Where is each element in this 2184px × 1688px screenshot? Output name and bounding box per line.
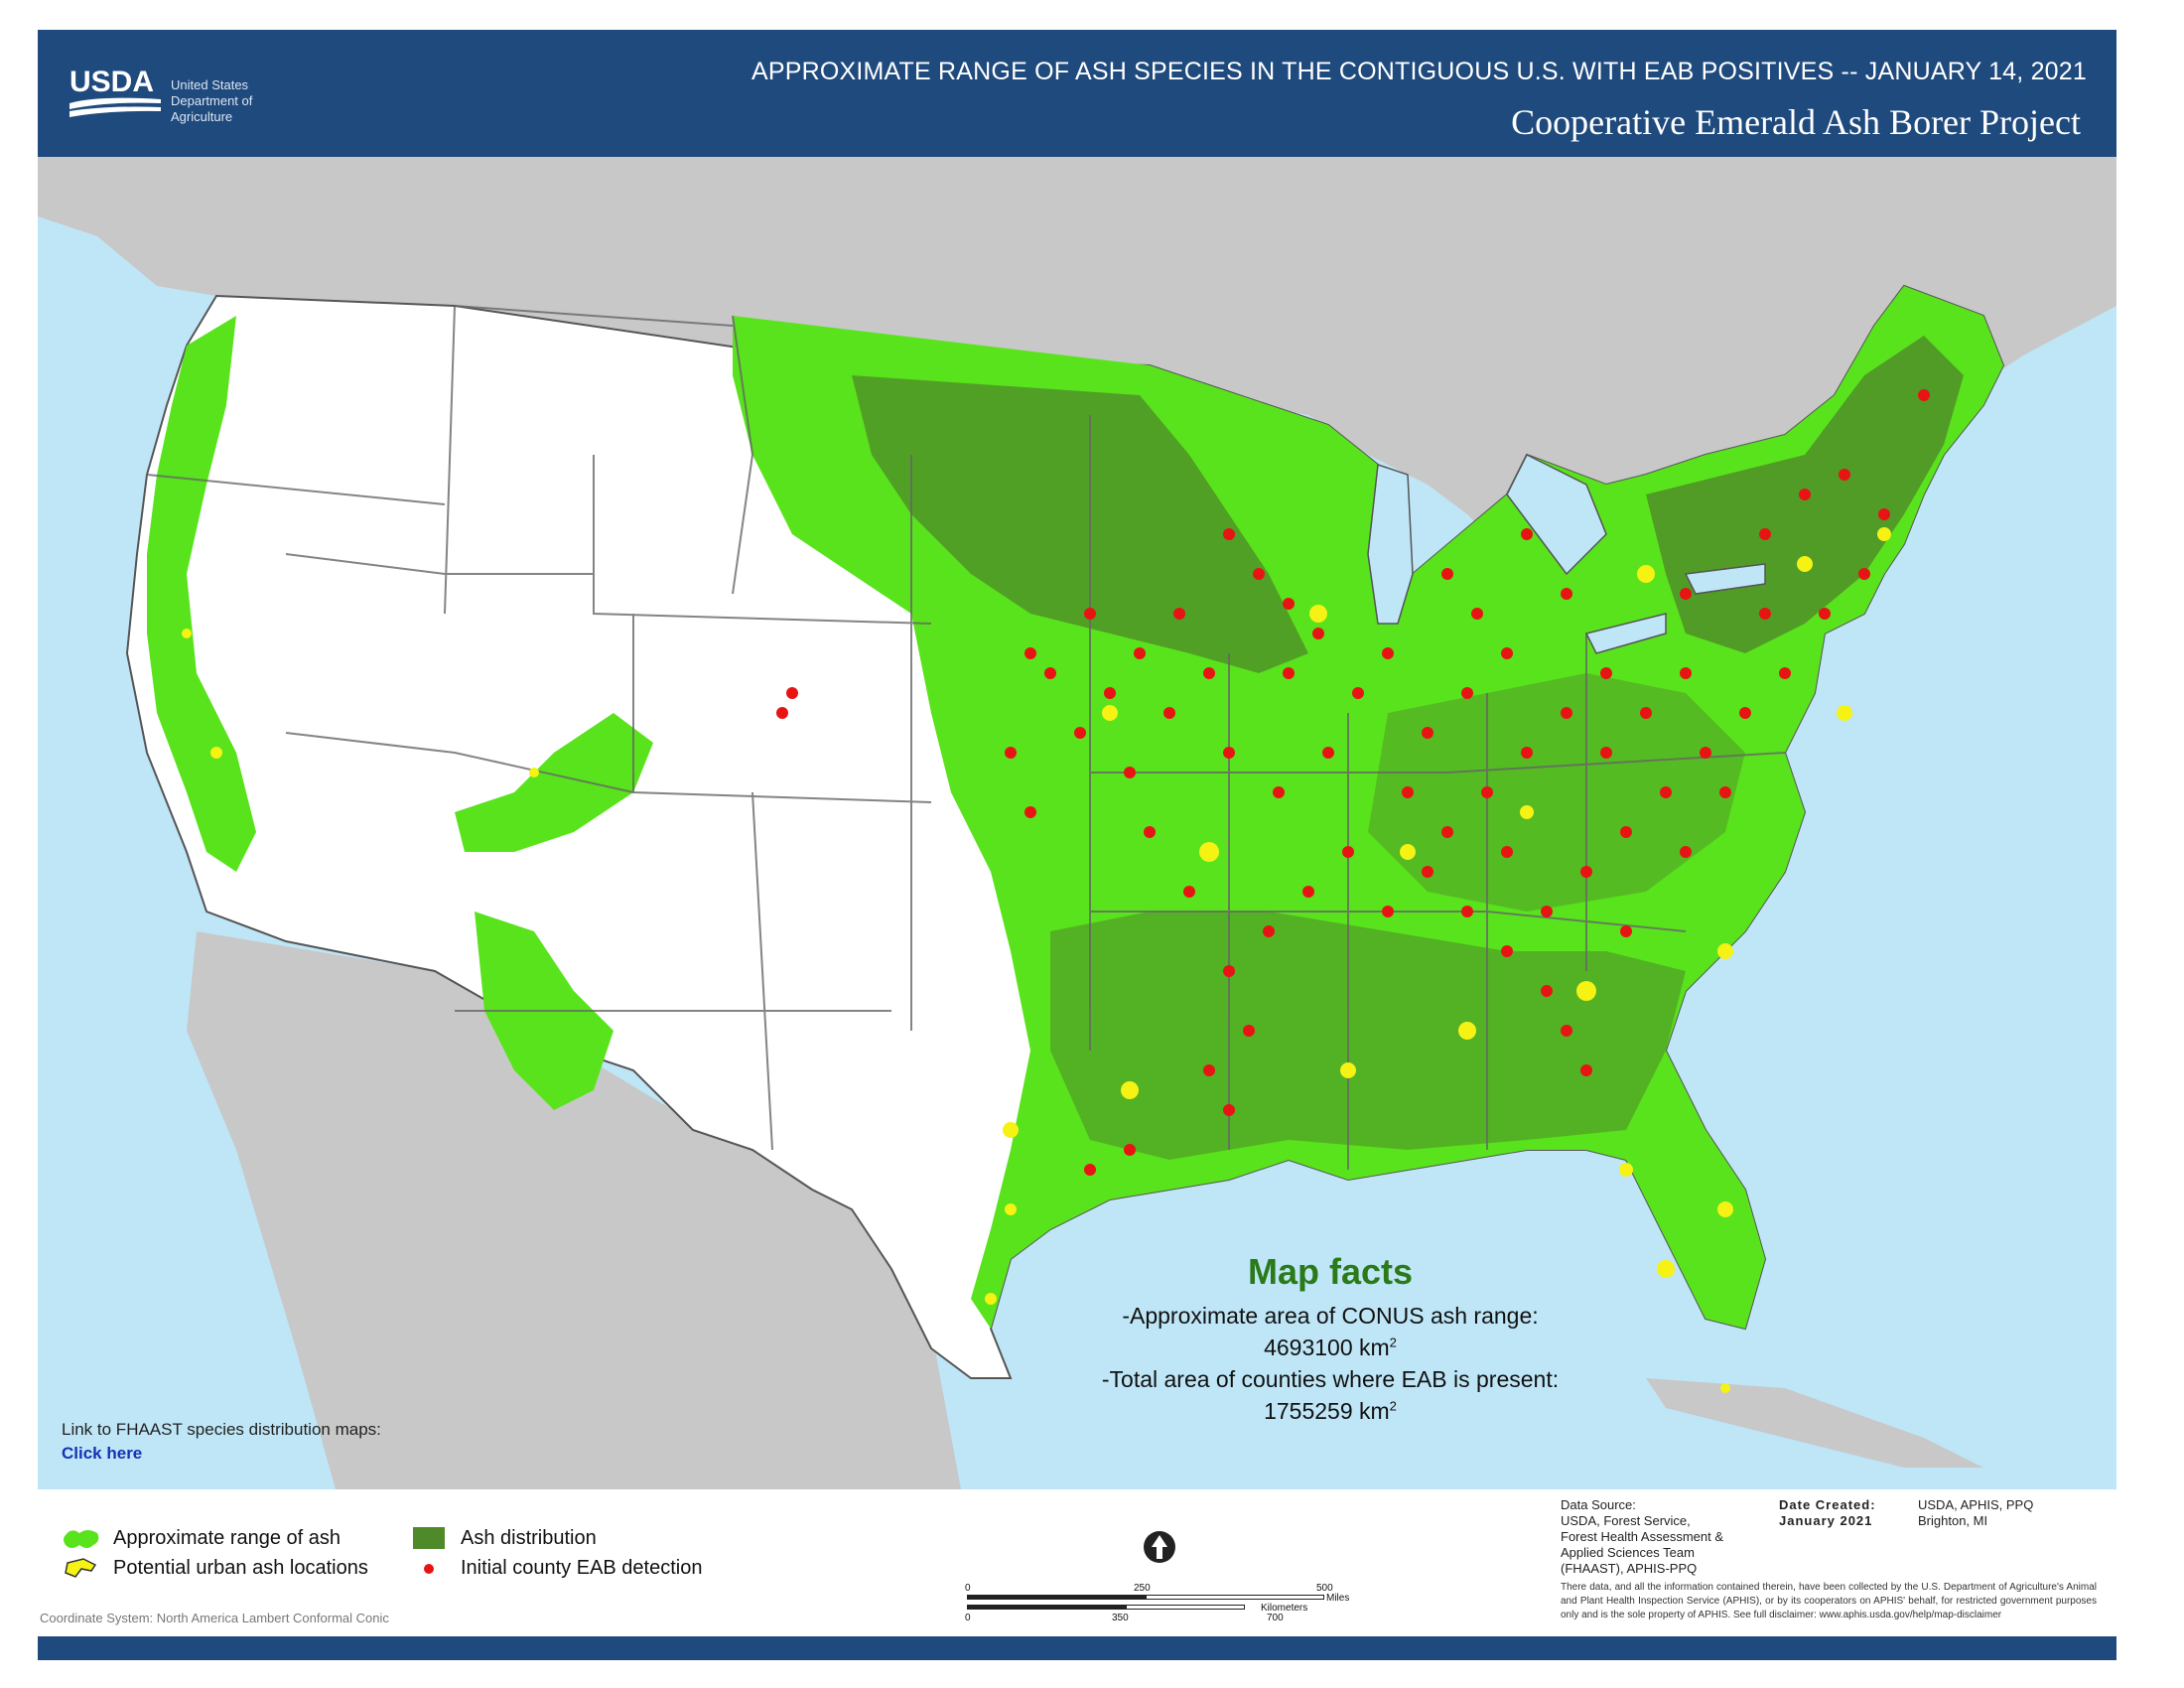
canada-land xyxy=(38,157,2116,574)
ash-dist-south xyxy=(1050,912,1686,1160)
urban-swatch xyxy=(65,1558,97,1578)
source-heading: Data Source: xyxy=(1561,1497,1636,1512)
ash-dist-mid xyxy=(1368,673,1745,912)
date-heading: Date Created: xyxy=(1779,1497,1876,1512)
mile-tick-250: 250 xyxy=(1134,1583,1151,1594)
fhaast-link-label: Link to FHAAST species distribution maps… xyxy=(62,1420,381,1439)
agency-line-2: Department of xyxy=(171,93,253,108)
producer: USDA, APHIS, PPQ Brighton, MI xyxy=(1918,1497,2033,1529)
source-line-4: (FHAAST), APHIS-PPQ xyxy=(1561,1561,1698,1576)
coordinate-system: Coordinate System: North America Lambert… xyxy=(40,1611,389,1625)
eab-detections xyxy=(776,389,1930,1176)
date-value: January 2021 xyxy=(1779,1513,1873,1528)
legend-urban: Potential urban ash locations xyxy=(113,1557,368,1579)
agency-line-1: United States xyxy=(171,77,249,92)
mexico-land xyxy=(187,931,961,1489)
ash-range-utah xyxy=(455,713,653,852)
agency-line-3: Agriculture xyxy=(171,109,233,124)
facts-value-2-sup: 2 xyxy=(1389,1398,1397,1414)
urban-ash-locations xyxy=(182,527,1891,1393)
facts-line-2: -Total area of counties where EAB is pre… xyxy=(1101,1366,1560,1392)
state-boundaries xyxy=(146,305,1786,1170)
facts-value-2: 1755259 km2 xyxy=(1032,1398,1628,1425)
cuba-land xyxy=(1646,1378,1983,1468)
footer-bar xyxy=(38,1636,2116,1660)
km-label: Kilometers xyxy=(1261,1603,1308,1614)
km-tick-700: 700 xyxy=(1267,1613,1284,1623)
facts-value-1-sup: 2 xyxy=(1389,1335,1397,1350)
source-line-3: Applied Sciences Team xyxy=(1561,1545,1695,1560)
map-subtitle: Cooperative Emerald Ash Borer Project xyxy=(1511,102,2081,142)
range-swatch xyxy=(64,1530,99,1548)
svg-text:USDA: USDA xyxy=(69,66,154,98)
legend-distribution: Ash distribution xyxy=(461,1527,597,1549)
facts-value-1-text: 4693100 km xyxy=(1264,1335,1390,1360)
ash-dist-north xyxy=(852,375,1308,673)
mile-tick-0: 0 xyxy=(965,1583,971,1594)
source-line-1: USDA, Forest Service, xyxy=(1561,1513,1691,1528)
north-arrow-icon xyxy=(1144,1531,1175,1563)
agency-name: United States Department of Agriculture xyxy=(171,77,252,125)
ash-range-pacific xyxy=(147,316,256,872)
facts-line-1: -Approximate area of CONUS ash range: xyxy=(1122,1303,1539,1329)
data-source: Data Source: USDA, Forest Service, Fores… xyxy=(1561,1497,1723,1577)
usda-logo: USDA xyxy=(69,66,161,117)
facts-value-1: 4693100 km2 xyxy=(1032,1335,1628,1361)
map-facts-title: Map facts xyxy=(1247,1251,1414,1292)
facts-value-2-text: 1755259 km xyxy=(1264,1398,1390,1424)
distribution-swatch xyxy=(413,1527,445,1549)
legend-detection: Initial county EAB detection xyxy=(461,1557,703,1579)
date-created: Date Created: January 2021 xyxy=(1779,1497,1876,1529)
km-tick-0: 0 xyxy=(965,1613,971,1623)
map-title: APPROXIMATE RANGE OF ASH SPECIES IN THE … xyxy=(751,58,2087,85)
scale-bar: 0 250 500 Miles Kilometers 0 350 700 xyxy=(963,1583,1349,1623)
producer-location: Brighton, MI xyxy=(1918,1513,1988,1528)
miles-label: Miles xyxy=(1326,1593,1350,1604)
map-header: USDA United States Department of Agricul… xyxy=(38,30,2116,157)
legend-range: Approximate range of ash xyxy=(113,1527,341,1549)
disclaimer: There data, and all the information cont… xyxy=(1561,1582,2097,1620)
km-tick-350: 350 xyxy=(1112,1613,1129,1623)
map-canvas: Map facts -Approximate area of CONUS ash… xyxy=(38,157,2116,1489)
detection-swatch xyxy=(424,1564,434,1574)
us-map xyxy=(38,157,2116,1489)
producer-org: USDA, APHIS, PPQ xyxy=(1918,1497,2034,1512)
source-line-2: Forest Health Assessment & xyxy=(1561,1529,1724,1544)
click-here-link[interactable]: Click here xyxy=(62,1444,143,1463)
mile-tick-500: 500 xyxy=(1316,1583,1333,1594)
